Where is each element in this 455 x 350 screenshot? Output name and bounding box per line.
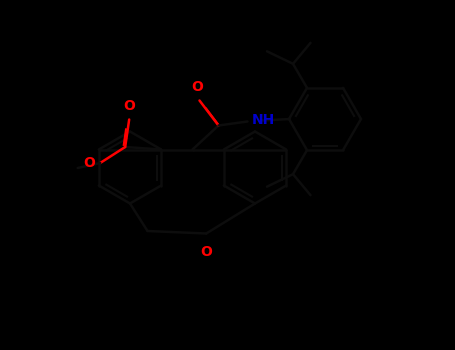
Text: O: O bbox=[83, 156, 95, 170]
Text: NH: NH bbox=[252, 113, 275, 127]
Text: O: O bbox=[191, 80, 203, 94]
Text: O: O bbox=[123, 99, 135, 113]
Text: O: O bbox=[200, 245, 212, 259]
